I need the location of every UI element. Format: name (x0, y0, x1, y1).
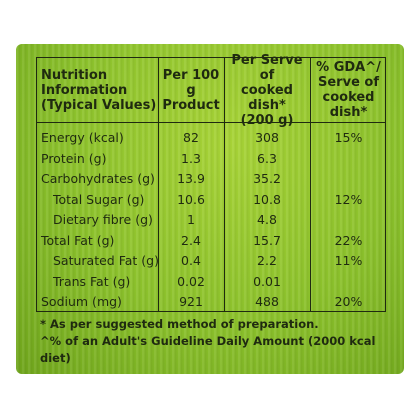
header-per-serve: Per Serve of cooked dish* (200 g) (224, 53, 310, 128)
per-serve-value: 35.2 (253, 171, 281, 186)
column-divider (310, 58, 311, 311)
per-serve-value: 488 (255, 294, 279, 309)
per-100g-value: 921 (179, 294, 203, 309)
gda-value: 15% (334, 130, 363, 145)
header-label: % GDA^/ Serve of cooked dish* (316, 60, 381, 120)
per-100g-value: 2.4 (181, 232, 201, 248)
per-100g-value: 0.4 (181, 253, 201, 268)
nutrient-name: Dietary fibre (g) (53, 212, 153, 227)
per-serve-value: 2.2 (257, 253, 277, 268)
gda-value: 11% (334, 253, 363, 268)
header-nutrition-information: Nutrition Information (Typical Values) (37, 58, 158, 122)
nutrient-name: Carbohydrates (g) (41, 171, 155, 186)
nutrient-name: Sodium (mg) (41, 294, 122, 309)
per-100g-value: 10.6 (177, 191, 205, 207)
per-100g-value: 1 (187, 212, 195, 227)
per-serve-value: 308 (255, 130, 279, 145)
nutrition-label-panel: Nutrition Information (Typical Values) P… (16, 44, 404, 374)
nutrient-name: Energy (kcal) (41, 130, 124, 145)
header-divider (37, 122, 385, 123)
per-serve-value: 4.8 (257, 212, 277, 227)
table-row: Protein (g) 1.3 6.3 (37, 149, 387, 170)
per-serve-value: 6.3 (257, 150, 277, 166)
nutrient-name: Saturated Fat (g) (53, 253, 159, 268)
footnote-gda: ^% of an Adult's Guideline Daily Amount … (40, 334, 376, 365)
gda-value: 22% (334, 232, 363, 248)
nutrition-table: Nutrition Information (Typical Values) P… (36, 53, 387, 313)
table-row: Saturated Fat (g) 0.4 2.2 11% (37, 251, 387, 272)
gda-value: 12% (334, 191, 363, 207)
table-row: Sodium (mg) 921 488 20% (37, 292, 387, 313)
footnotes: * As per suggested method of preparation… (40, 316, 390, 367)
header-per-100g: Per 100 g Product (158, 58, 224, 122)
column-divider (224, 58, 225, 311)
table-row: Total Sugar (g) 10.6 10.8 12% (37, 190, 387, 211)
footnote-preparation: * As per suggested method of preparation… (40, 317, 319, 331)
per-serve-value: 15.7 (253, 232, 281, 248)
table-row: Energy (kcal) 82 308 15% (37, 128, 387, 149)
per-serve-value: 0.01 (253, 273, 281, 289)
gda-value (310, 210, 387, 231)
table-row: Trans Fat (g) 0.02 0.01 (37, 272, 387, 293)
per-100g-value: 0.02 (177, 273, 205, 289)
gda-value (310, 149, 387, 170)
header-label: Per 100 g Product (162, 67, 220, 113)
nutrient-name: Total Sugar (g) (53, 191, 145, 207)
header-label: Per Serve of cooked dish* (200 g) (231, 52, 303, 128)
nutrient-name: Trans Fat (g) (53, 273, 131, 289)
per-100g-value: 82 (183, 130, 199, 145)
per-serve-value: 10.8 (253, 191, 281, 207)
header-gda: % GDA^/ Serve of cooked dish* (310, 58, 387, 122)
gda-value (310, 169, 387, 190)
column-divider (158, 58, 159, 311)
header-label: Nutrition Information (Typical Values) (41, 67, 157, 113)
per-100g-value: 1.3 (181, 150, 201, 166)
table-row: Dietary fibre (g) 1 4.8 (37, 210, 387, 231)
table-row: Carbohydrates (g) 13.9 35.2 (37, 169, 387, 190)
nutrient-name: Total Fat (g) (41, 232, 115, 248)
gda-value (310, 272, 387, 293)
gda-value: 20% (334, 294, 363, 309)
table-row: Total Fat (g) 2.4 15.7 22% (37, 231, 387, 252)
nutrient-name: Protein (g) (41, 150, 107, 166)
per-100g-value: 13.9 (177, 171, 205, 186)
